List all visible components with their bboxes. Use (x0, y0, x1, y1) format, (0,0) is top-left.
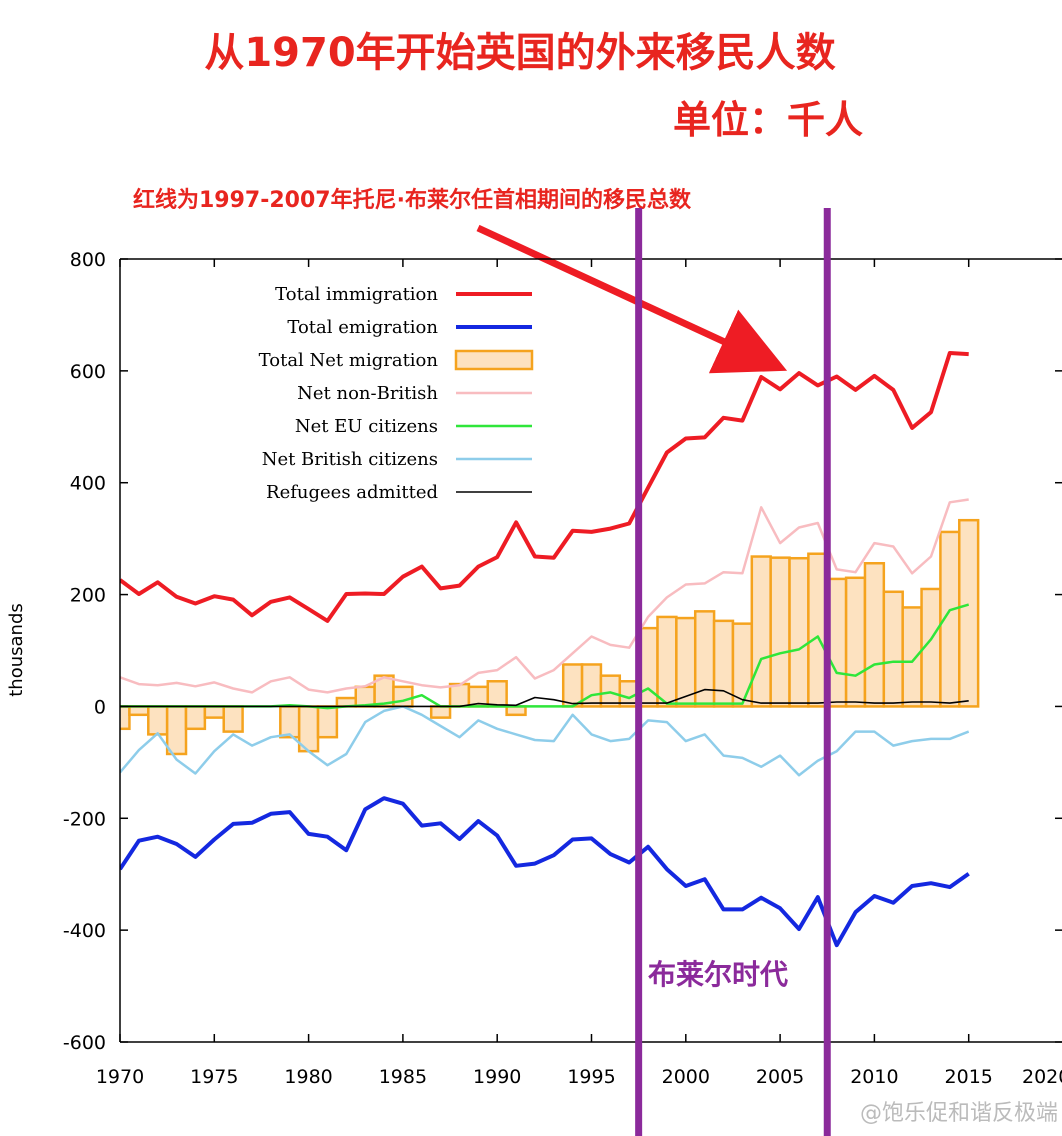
net-migration-bar (165, 705, 188, 756)
net-migration-bar (120, 705, 131, 731)
x-tick-label: 1985 (379, 1066, 427, 1088)
legend-label: Total immigration (275, 284, 438, 305)
chart-title: 从1970年开始英国的外来移民人数 (204, 30, 835, 76)
unit-label: 单位：千人 (673, 98, 863, 142)
x-tick-label: 2000 (662, 1066, 710, 1088)
legend-label: Net non-British (297, 383, 438, 404)
blair-era-markers (635, 208, 831, 1136)
net-migration-bar (184, 705, 207, 731)
x-tick-label: 1990 (473, 1066, 521, 1088)
legend-label: Net EU citizens (295, 416, 438, 437)
y-tick-label: 200 (70, 585, 106, 607)
net-migration-bar (279, 705, 301, 739)
x-tick-label: 1975 (190, 1066, 238, 1088)
net-migration-bar (731, 622, 754, 708)
y-tick-label: 600 (70, 361, 106, 383)
net-migration-bar (147, 705, 169, 736)
x-tick-label: 2010 (850, 1066, 898, 1088)
net-migration-bar (788, 556, 810, 708)
net-migration-bar (392, 685, 414, 708)
net-migration-bar (505, 705, 527, 717)
net-migration-bar (750, 555, 772, 708)
y-tick-label: 0 (94, 696, 106, 718)
net-migration-bar (561, 663, 584, 708)
x-tick-label: 2015 (945, 1066, 993, 1088)
axes: 1970 1975 1980 1985 1990 1995 2000 2005 2010 2015… (63, 249, 1062, 1088)
net-migration-bar (769, 556, 791, 708)
net-migration-bar (486, 680, 508, 708)
legend-label: Net British citizens (262, 449, 438, 470)
watermark-text: @饱乐促和谐反极端 (860, 1101, 1058, 1126)
x-tick-label: 2020 (1022, 1066, 1062, 1088)
legend-label: Total emigration (287, 317, 438, 338)
y-tick-label: -400 (63, 920, 106, 942)
net-migration-bar (863, 562, 886, 708)
net-migration-bar (844, 576, 867, 708)
net-migration-bar (316, 705, 339, 739)
y-tick-label: -600 (63, 1032, 106, 1054)
annotation-arrow (476, 224, 788, 374)
legend-swatch-bar (454, 349, 534, 371)
series-line-emigration (120, 796, 970, 948)
net-migration-bar (222, 705, 244, 733)
x-tick-label: 1970 (96, 1066, 144, 1088)
y-tick-label: 800 (70, 249, 106, 271)
net-migration-bar (882, 590, 904, 708)
x-tick-label: 1980 (284, 1066, 332, 1088)
net-migration-bar (599, 674, 622, 708)
y-tick-label: 400 (70, 473, 106, 495)
x-tick-label: 1995 (567, 1066, 615, 1088)
net-migration-bar (429, 705, 452, 719)
net-migration-bar (448, 682, 471, 708)
series-line-net-british (120, 705, 970, 777)
x-tick-label: 2005 (756, 1066, 804, 1088)
era-label: 布莱尔时代 (648, 958, 788, 991)
net-migration-bar (901, 606, 923, 708)
legend-label: Total Net migration (259, 350, 439, 371)
legend: Total immigration Total emigration Total N… (259, 284, 534, 503)
legend-label: Refugees admitted (266, 482, 438, 503)
annotation-text: 红线为1997-2007年托尼·布莱尔任首相期间的移民总数 (133, 187, 692, 213)
net-migration-bar (128, 705, 150, 717)
y-tick-label: -200 (63, 808, 106, 830)
net-migration-bar (656, 615, 678, 708)
net-migration-bar (203, 705, 225, 719)
net-migration-bar (675, 616, 697, 708)
y-axis-label: thousands (6, 603, 27, 697)
net-migration-bar (958, 518, 980, 708)
